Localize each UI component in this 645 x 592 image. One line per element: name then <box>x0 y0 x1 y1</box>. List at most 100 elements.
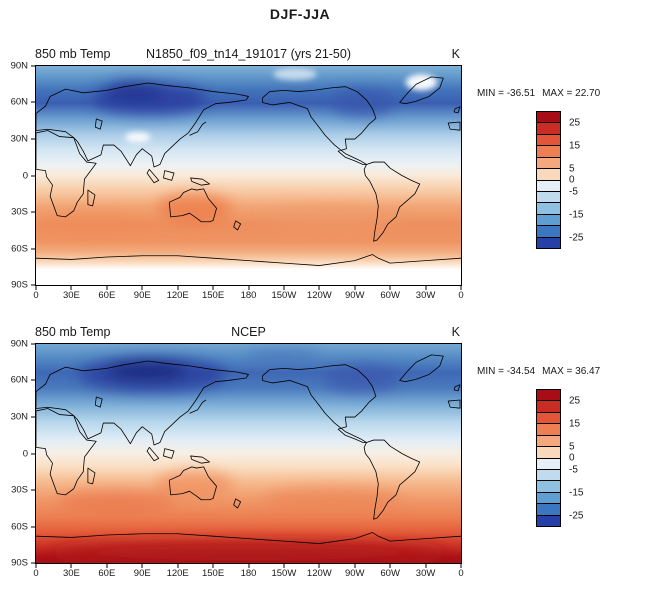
lat-tick-mark <box>31 526 36 527</box>
lon-tick-mark <box>177 563 179 568</box>
lat-tick-label: 90S <box>11 557 28 569</box>
lat-tick-mark <box>31 416 36 418</box>
lat-tick-label: 90S <box>11 279 28 291</box>
lat-tick-mark <box>31 453 36 454</box>
lon-tick-label: 30E <box>62 568 80 579</box>
lon-tick-label: 0 <box>33 568 39 579</box>
lon-tick-mark <box>35 285 37 290</box>
anomaly-blobs-ncep <box>50 348 447 563</box>
lon-tick-label: 60E <box>98 568 116 579</box>
colorbar-tick-label: -5 <box>569 186 578 197</box>
colorbar-tick-label: -25 <box>569 232 584 243</box>
lat-tick-label: 60N <box>10 374 28 386</box>
lon-tick-mark <box>283 285 285 290</box>
map-frame-ncep: 90N 60N 30N 0 30S 60S 90S 0 30E 60E 90E 120E 150E 180… <box>11 339 464 580</box>
colorbar-tick-label: 25 <box>569 395 581 406</box>
panel-units-label: K <box>451 325 460 339</box>
max-value-label: MAX = 22.70 <box>542 88 601 99</box>
lon-tick-mark <box>425 285 427 290</box>
minmax-readout-model: MIN = -36.51 MAX = 22.70 <box>477 88 607 99</box>
lat-tick-mark <box>31 248 36 249</box>
lon-tick-label: 150E <box>201 290 225 301</box>
lon-tick-mark <box>248 285 249 290</box>
colorbar-segments <box>536 389 561 528</box>
panel-units-label: K <box>451 47 460 61</box>
panel-model-header: 850 mb Temp N1850_f09_tn14_191017 (yrs 2… <box>35 44 462 61</box>
lon-tick-mark <box>283 563 285 568</box>
lat-tick-label: 0 <box>22 170 28 181</box>
lat-tick-label: 60N <box>10 96 28 108</box>
lon-tick-mark <box>106 563 108 568</box>
lat-tick-label: 30S <box>11 206 28 218</box>
lon-tick-mark <box>177 285 179 290</box>
minmax-readout-ncep: MIN = -34.54 MAX = 36.47 <box>477 366 607 377</box>
colorbar-tick-label: -25 <box>569 510 584 521</box>
lat-tick-label: 0 <box>22 448 28 459</box>
world-map-model <box>36 66 461 285</box>
world-map-ncep <box>36 344 461 563</box>
lon-tick-mark <box>141 563 143 568</box>
colorbar-labels: 25 15 5 0 -5 -15 -25 <box>561 111 597 249</box>
panel-ncep-header: 850 mb Temp NCEP K <box>35 322 462 339</box>
lon-tick-label: 30W <box>415 290 436 301</box>
lon-tick-label: 60W <box>380 568 400 579</box>
lon-tick-mark <box>106 285 108 290</box>
max-value-label: MAX = 36.47 <box>542 366 601 377</box>
colorbar-tick-label: -5 <box>569 464 578 475</box>
panel-ncep: 850 mb Temp NCEP K 90N 60N 30N 0 30S 60S <box>0 322 645 592</box>
lat-tick-mark <box>31 175 36 176</box>
lat-tick-mark <box>31 211 36 213</box>
lon-tick-label: 120W <box>306 290 332 301</box>
lon-tick-label: 120E <box>166 290 189 301</box>
lat-tick-mark <box>31 138 36 140</box>
lon-tick-mark <box>212 563 214 568</box>
lon-tick-label: 0 <box>458 290 464 301</box>
lat-tick-mark <box>31 379 36 381</box>
lat-tick-label: 60S <box>11 521 28 532</box>
colorbar-segment <box>536 236 561 250</box>
lon-tick-mark <box>389 285 391 290</box>
lat-tick-mark <box>31 562 36 564</box>
lon-tick-label: 90E <box>133 290 151 301</box>
lat-tick-label: 30S <box>11 484 28 496</box>
colorbar-tick-label: 15 <box>569 140 581 151</box>
lon-tick-mark <box>70 563 72 568</box>
lat-tick-label: 90N <box>10 60 28 72</box>
lon-tick-label: 0 <box>33 290 39 301</box>
colorbar-labels: 25 15 5 0 -5 -15 -25 <box>561 389 597 527</box>
lat-tick-mark <box>31 284 36 286</box>
min-value-label: MIN = -36.51 <box>477 88 536 99</box>
lon-tick-mark <box>318 285 320 290</box>
lat-tick-mark <box>31 101 36 103</box>
anomaly-blobs-model <box>40 81 402 237</box>
colorbar-tick-label: 0 <box>569 174 575 186</box>
lon-tick-mark <box>248 563 249 568</box>
lon-tick-label: 30E <box>62 290 80 301</box>
lon-tick-mark <box>425 563 427 568</box>
lon-tick-mark <box>318 563 320 568</box>
panel-center-title: N1850_f09_tn14_191017 (yrs 21-50) <box>145 47 351 61</box>
colorbar-tick-label: 15 <box>569 418 581 429</box>
lon-tick-label: 60E <box>98 290 116 301</box>
lon-tick-mark <box>70 285 72 290</box>
lon-tick-label: 90W <box>344 568 365 579</box>
lon-tick-label: 60W <box>380 290 400 301</box>
lon-tick-label: 150W <box>271 290 297 301</box>
colorbar-tick-label: 5 <box>569 163 575 174</box>
lon-tick-mark <box>354 563 356 568</box>
lon-tick-mark <box>212 285 214 290</box>
lon-tick-mark <box>460 563 462 568</box>
lon-tick-label: 0 <box>458 568 464 579</box>
lon-tick-label: 180 <box>240 568 257 579</box>
lon-tick-label: 90W <box>344 290 365 301</box>
lon-tick-mark <box>354 285 356 290</box>
colorbar-segment <box>536 514 561 528</box>
colorbar: 25 15 5 0 -5 -15 -25 <box>536 389 583 528</box>
lon-tick-label: 90E <box>133 568 151 579</box>
lon-tick-mark <box>35 563 37 568</box>
colorbar: 25 15 5 0 -5 -15 -25 <box>536 111 583 250</box>
lat-tick-label: 60S <box>11 243 28 254</box>
lat-tick-label: 30N <box>10 133 28 145</box>
colorbar-tick-label: -15 <box>569 209 584 220</box>
lat-tick-mark <box>31 343 36 345</box>
